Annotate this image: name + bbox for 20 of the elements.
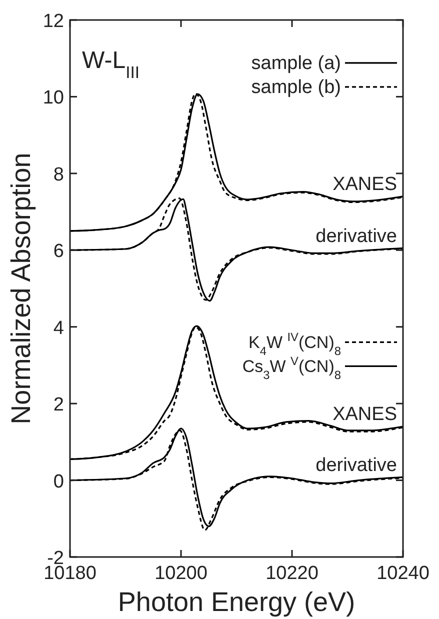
y-axis-title: Normalized Absorption — [6, 152, 36, 424]
legend-label: Cs$_{3}$W $^{V}$(CN)$_{8}$ — [242, 354, 342, 382]
x-axis-title: Photon Energy (eV) — [118, 587, 356, 617]
x-tick-label: 10200 — [154, 563, 208, 584]
x-tick-label: 10240 — [376, 563, 430, 584]
annotation: derivative — [316, 455, 397, 476]
x-tick-label: 10220 — [266, 563, 318, 584]
y-tick-label: 4 — [53, 318, 64, 339]
y-tick-label: 12 — [42, 11, 64, 32]
annotation: XANES — [332, 174, 397, 196]
y-tick-label: 10 — [42, 88, 64, 109]
annotation: W-L$_{III}$ — [82, 47, 140, 82]
legend-label: sample (b) — [251, 76, 341, 98]
y-tick-label: 0 — [53, 471, 64, 492]
annotation: XANES — [332, 404, 397, 426]
y-tick-label: 8 — [53, 164, 64, 186]
annotation: derivative — [316, 226, 397, 247]
legend-label: sample (a) — [251, 52, 341, 74]
y-tick-label: 6 — [53, 241, 64, 262]
y-tick-label: 2 — [53, 394, 64, 416]
